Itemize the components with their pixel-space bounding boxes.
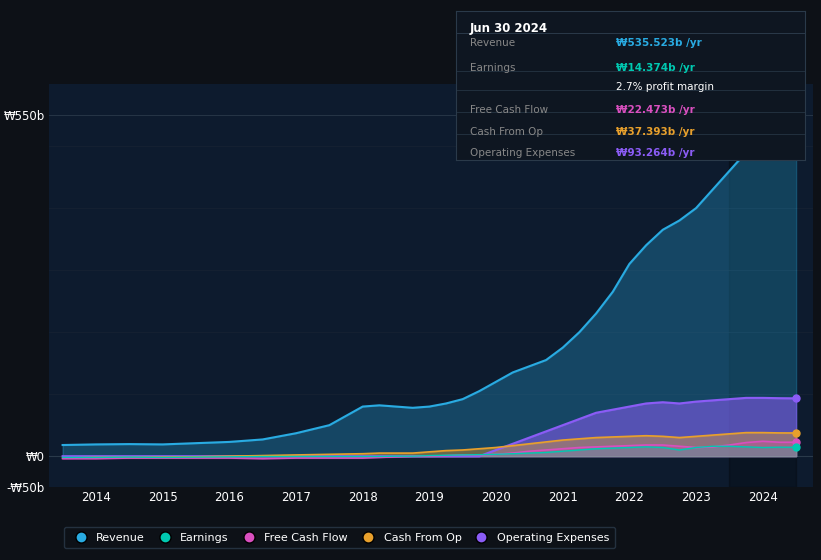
Text: ₩93.264b /yr: ₩93.264b /yr [616,148,695,158]
Text: ₩535.523b /yr: ₩535.523b /yr [616,38,702,48]
Text: ₩22.473b /yr: ₩22.473b /yr [616,105,695,115]
Text: 2.7% profit margin: 2.7% profit margin [616,82,714,92]
Text: Free Cash Flow: Free Cash Flow [470,105,548,115]
Bar [729,84,796,487]
Text: Earnings: Earnings [470,63,515,73]
Text: Operating Expenses: Operating Expenses [470,148,575,158]
Text: Jun 30 2024: Jun 30 2024 [470,22,548,35]
Legend: Revenue, Earnings, Free Cash Flow, Cash From Op, Operating Expenses: Revenue, Earnings, Free Cash Flow, Cash … [64,527,615,548]
Text: ₩37.393b /yr: ₩37.393b /yr [616,127,695,137]
Text: Cash From Op: Cash From Op [470,127,543,137]
Text: Revenue: Revenue [470,38,515,48]
Text: ₩14.374b /yr: ₩14.374b /yr [616,63,695,73]
